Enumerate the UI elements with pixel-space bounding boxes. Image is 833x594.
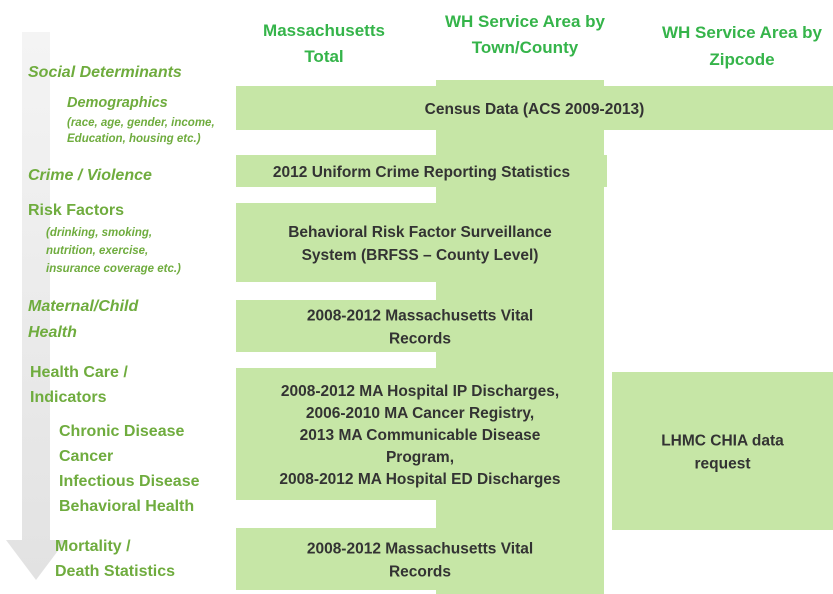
row-label: Mortality / bbox=[55, 538, 131, 555]
source-box bbox=[236, 528, 604, 590]
source-text: 2008-2012 Massachusetts Vital bbox=[307, 541, 533, 558]
row-label: Death Statistics bbox=[55, 563, 175, 580]
source-box bbox=[236, 86, 833, 130]
source-box bbox=[236, 155, 607, 187]
column-header: Town/County bbox=[472, 38, 579, 57]
row-label: Indicators bbox=[30, 389, 107, 406]
source-text: 2012 Uniform Crime Reporting Statistics bbox=[273, 164, 570, 181]
flow-arrow bbox=[6, 32, 66, 580]
column-header: Massachusetts bbox=[263, 21, 385, 40]
row-label: Behavioral Health bbox=[59, 498, 194, 515]
source-box bbox=[236, 203, 604, 282]
column-header: WH Service Area by bbox=[662, 23, 823, 42]
column-header: Total bbox=[304, 47, 343, 66]
source-text: 2008-2012 MA Hospital IP Discharges, bbox=[281, 383, 559, 400]
row-label: Maternal/Child bbox=[28, 298, 139, 315]
row-label: Demographics bbox=[67, 95, 168, 111]
source-text: LHMC CHIA data bbox=[661, 433, 784, 450]
source-text: 2006-2010 MA Cancer Registry, bbox=[306, 405, 534, 422]
row-label: Chronic Disease bbox=[59, 423, 184, 440]
row-label: Infectious Disease bbox=[59, 473, 200, 490]
column-header: Zipcode bbox=[709, 50, 774, 69]
row-label: Cancer bbox=[59, 448, 113, 465]
column-header: WH Service Area by bbox=[445, 12, 606, 31]
source-text: Census Data (ACS 2009-2013) bbox=[425, 101, 645, 118]
row-label: (drinking, smoking, bbox=[46, 227, 152, 239]
source-text: request bbox=[695, 456, 751, 473]
row-label: Health Care / bbox=[30, 364, 128, 381]
row-label: Risk Factors bbox=[28, 202, 124, 219]
source-text: Records bbox=[389, 331, 451, 348]
row-label: Health bbox=[28, 324, 77, 341]
row-label: insurance coverage etc.) bbox=[46, 263, 181, 275]
source-text: Program, bbox=[386, 449, 454, 466]
row-label: Education, housing etc.) bbox=[67, 133, 201, 145]
source-box bbox=[236, 300, 604, 352]
row-label: nutrition, exercise, bbox=[46, 245, 148, 257]
source-text: 2013 MA Communicable Disease bbox=[300, 427, 541, 444]
source-text: System (BRFSS – County Level) bbox=[302, 247, 539, 264]
source-box bbox=[612, 372, 833, 530]
source-box bbox=[236, 368, 604, 500]
source-text: Records bbox=[389, 564, 451, 581]
source-text: 2008-2012 Massachusetts Vital bbox=[307, 308, 533, 325]
row-label: Crime / Violence bbox=[28, 167, 152, 184]
row-label: Social Determinants bbox=[28, 64, 182, 81]
row-label: (race, age, gender, income, bbox=[67, 117, 215, 129]
source-text: Behavioral Risk Factor Surveillance bbox=[288, 224, 552, 241]
source-text: 2008-2012 MA Hospital ED Discharges bbox=[279, 471, 560, 488]
